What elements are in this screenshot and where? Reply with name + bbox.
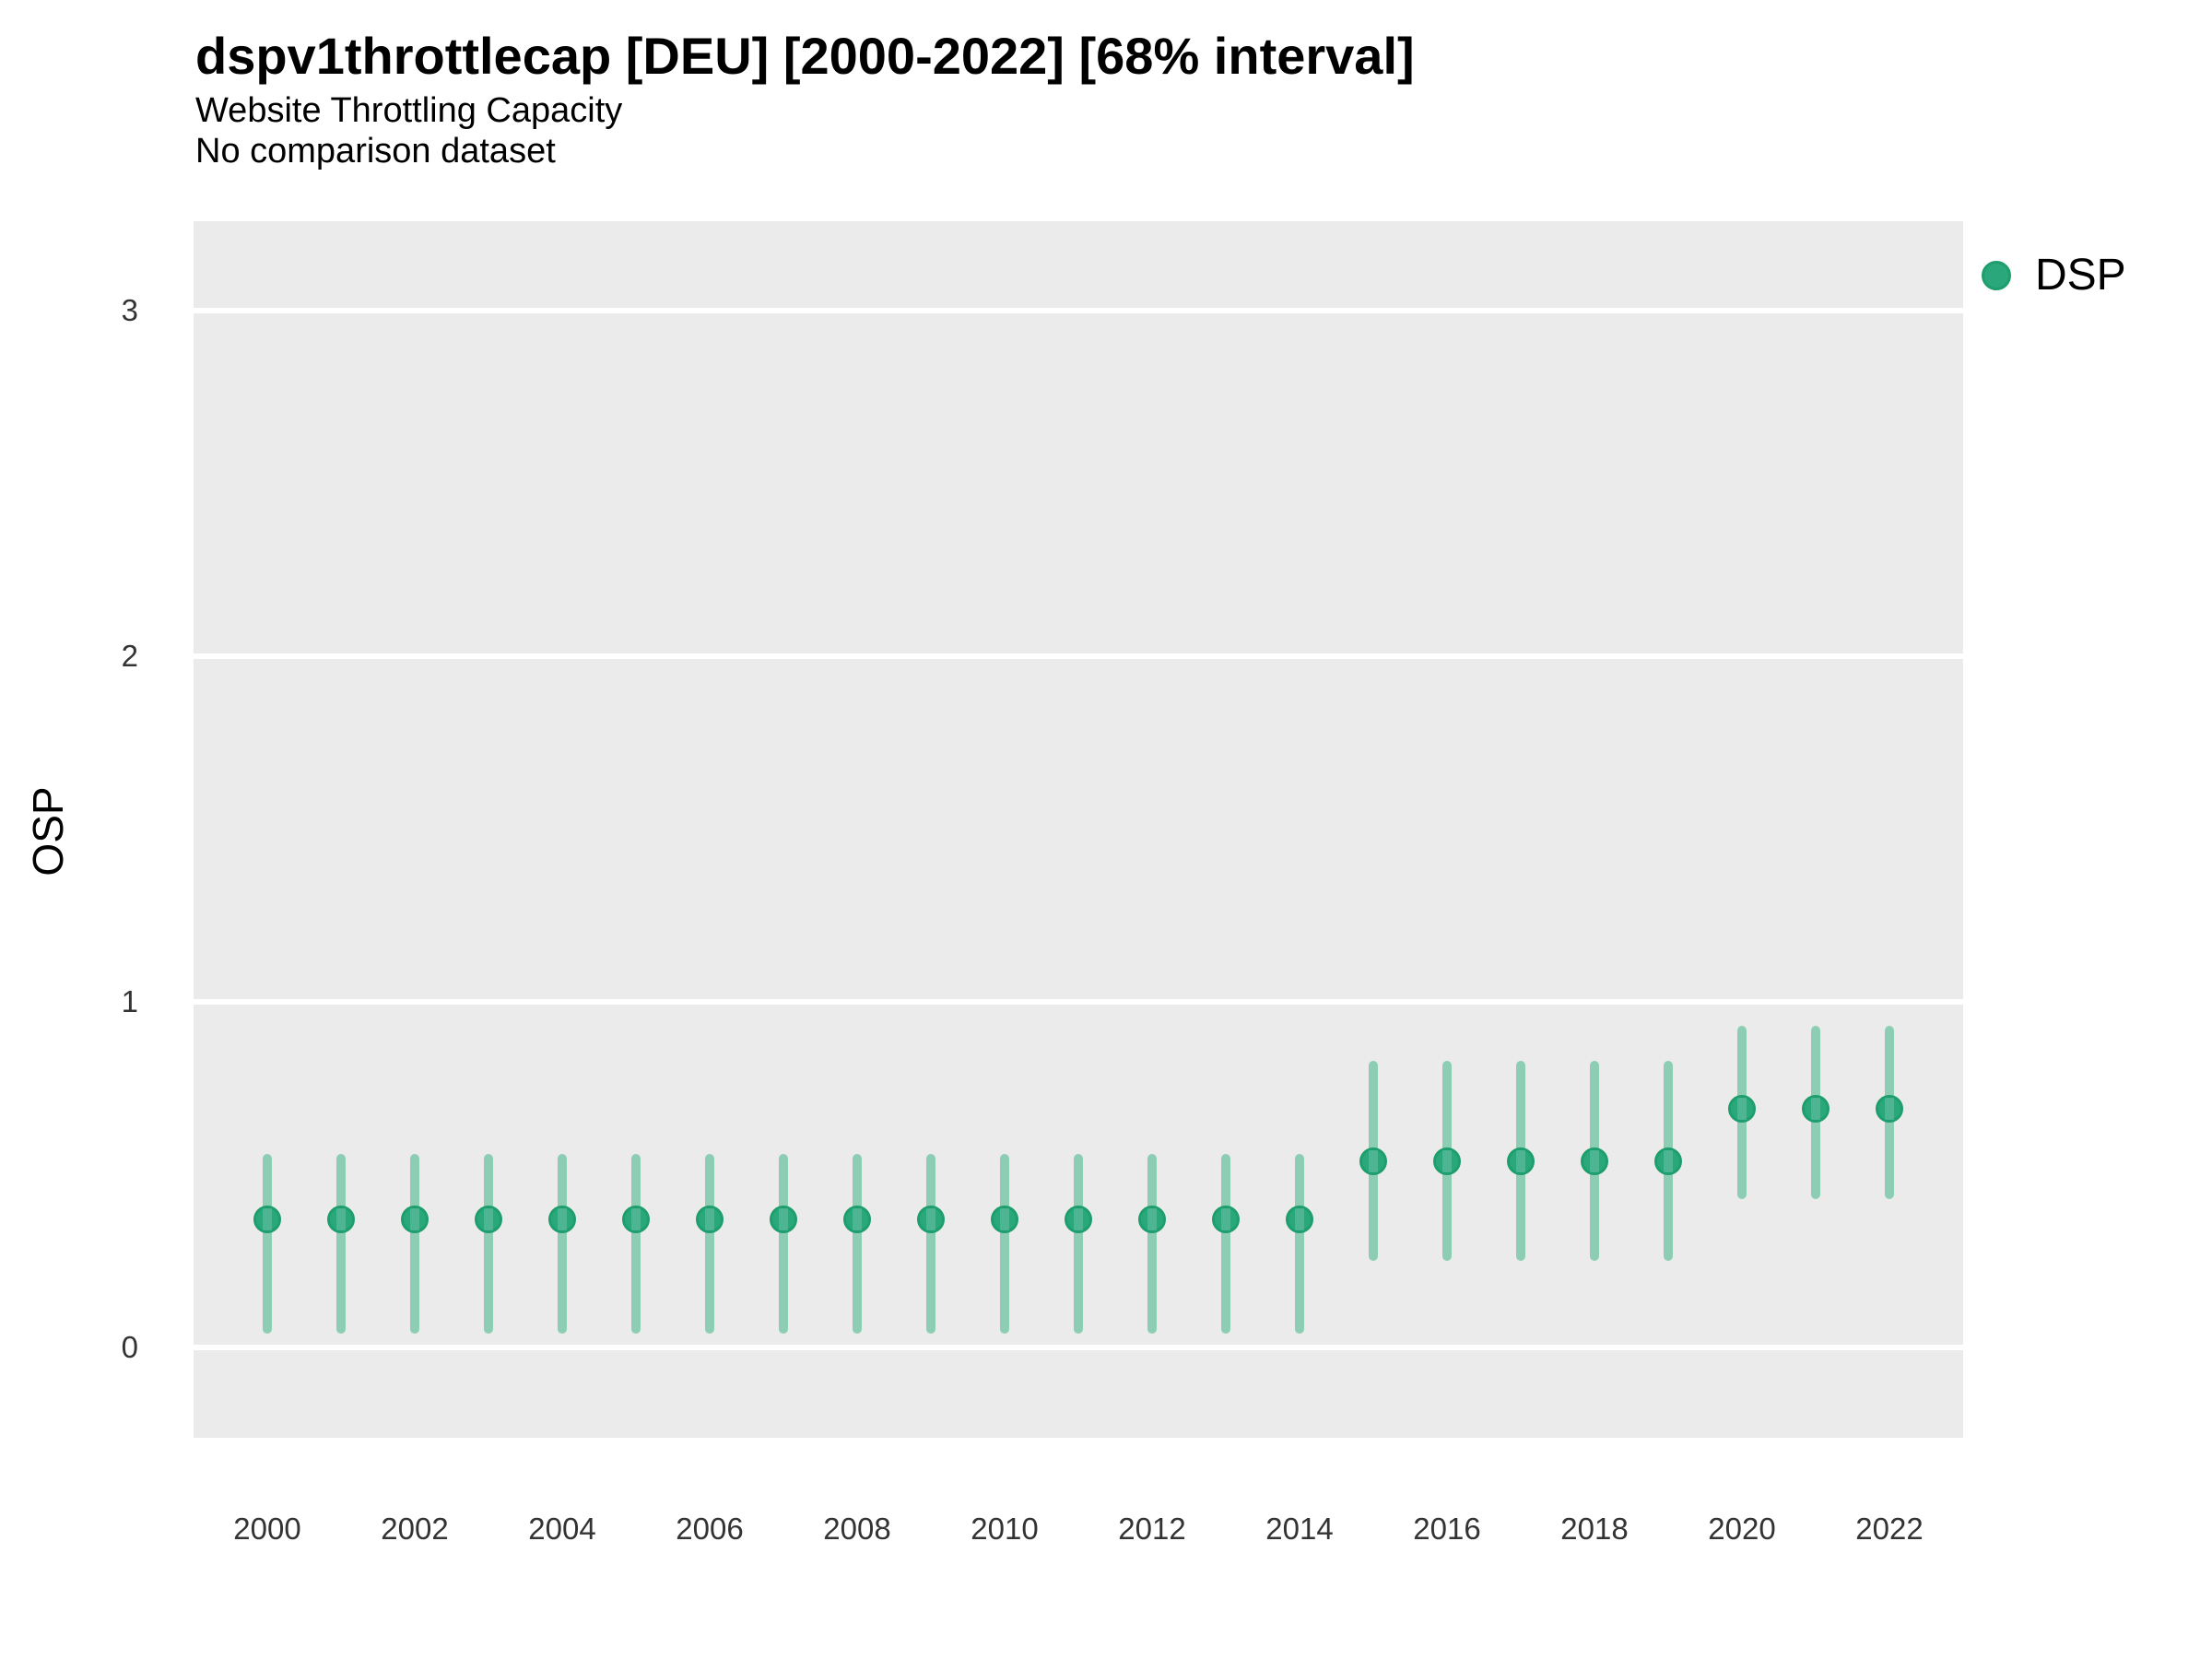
legend-series-label: DSP [2035, 251, 2126, 300]
comparison-note: No comparison dataset [195, 132, 556, 171]
data-point-highlight [336, 1208, 346, 1231]
x-tick-label-2000: 2000 [233, 1512, 301, 1546]
gridline-y-3 [194, 308, 1963, 313]
plot-panel [194, 221, 1963, 1438]
data-point-2022 [1876, 1095, 1903, 1124]
data-point-2006 [696, 1206, 724, 1234]
y-tick-label-0: 0 [121, 1330, 138, 1364]
interval-bar-2002 [410, 1154, 419, 1334]
interval-bar-2003 [484, 1154, 493, 1334]
x-tick-label-2012: 2012 [1118, 1512, 1186, 1546]
data-point-2016 [1433, 1147, 1461, 1175]
x-tick-label-2016: 2016 [1413, 1512, 1481, 1546]
interval-bar-2006 [705, 1154, 714, 1334]
data-point-2021 [1802, 1095, 1830, 1124]
data-point-2015 [1359, 1147, 1387, 1175]
data-point-highlight [263, 1208, 272, 1231]
data-point-highlight [1074, 1208, 1083, 1231]
interval-bar-2012 [1147, 1154, 1157, 1334]
data-point-highlight [1590, 1149, 1599, 1172]
data-point-highlight [1147, 1208, 1157, 1231]
chart-subtitle: Website Throttling Capacity [195, 91, 623, 130]
data-point-2012 [1138, 1206, 1166, 1234]
data-point-highlight [410, 1208, 419, 1231]
x-tick-label-2014: 2014 [1265, 1512, 1334, 1546]
data-point-highlight [926, 1208, 935, 1231]
x-tick-label-2010: 2010 [971, 1512, 1039, 1546]
data-point-highlight [1664, 1149, 1673, 1172]
data-point-2004 [548, 1206, 576, 1234]
data-point-2001 [327, 1206, 355, 1234]
data-point-highlight [853, 1208, 862, 1231]
data-point-highlight [484, 1208, 493, 1231]
x-tick-label-2002: 2002 [381, 1512, 449, 1546]
data-point-highlight [1442, 1149, 1452, 1172]
data-point-highlight [1737, 1098, 1747, 1121]
interval-bar-2009 [926, 1154, 935, 1334]
gridline-y-2 [194, 653, 1963, 659]
x-tick-label-2020: 2020 [1708, 1512, 1776, 1546]
data-point-highlight [705, 1208, 714, 1231]
x-tick-label-2018: 2018 [1560, 1512, 1629, 1546]
data-point-highlight [1885, 1098, 1894, 1121]
interval-bar-2004 [558, 1154, 567, 1334]
interval-bar-2001 [336, 1154, 346, 1334]
x-tick-label-2008: 2008 [823, 1512, 891, 1546]
x-tick-label-2004: 2004 [528, 1512, 596, 1546]
data-point-highlight [1000, 1208, 1009, 1231]
interval-bar-2014 [1295, 1154, 1304, 1334]
data-point-2007 [770, 1206, 797, 1234]
data-point-2011 [1065, 1206, 1092, 1234]
data-point-2003 [475, 1206, 502, 1234]
data-point-highlight [1811, 1098, 1820, 1121]
interval-bar-2010 [1000, 1154, 1009, 1334]
y-tick-label-3: 3 [121, 293, 138, 327]
data-point-2000 [253, 1206, 281, 1234]
y-tick-label-2: 2 [121, 639, 138, 673]
data-point-2013 [1212, 1206, 1240, 1234]
data-point-highlight [631, 1208, 641, 1231]
data-point-highlight [779, 1208, 788, 1231]
interval-bar-2007 [779, 1154, 788, 1334]
interval-bar-2000 [263, 1154, 272, 1334]
data-point-highlight [1295, 1208, 1304, 1231]
data-point-2017 [1507, 1147, 1535, 1175]
gridline-y-1 [194, 999, 1963, 1005]
data-point-2010 [991, 1206, 1018, 1234]
y-axis-title: OSP [24, 786, 72, 877]
chart-title: dspv1throttlecap [DEU] [2000-2022] [68% … [195, 27, 1415, 85]
x-tick-label-2006: 2006 [676, 1512, 744, 1546]
interval-bar-2008 [853, 1154, 862, 1334]
legend-marker-icon [1982, 261, 2011, 290]
data-point-highlight [558, 1208, 567, 1231]
data-point-2019 [1654, 1147, 1682, 1175]
legend: DSP [1982, 246, 2126, 305]
data-point-2005 [622, 1206, 650, 1234]
y-tick-label-1: 1 [121, 984, 138, 1018]
data-point-2009 [917, 1206, 945, 1234]
data-point-2020 [1728, 1095, 1756, 1124]
data-point-2008 [843, 1206, 871, 1234]
data-point-2014 [1286, 1206, 1313, 1234]
x-tick-label-2022: 2022 [1855, 1512, 1924, 1546]
interval-bar-2005 [631, 1154, 641, 1334]
interval-bar-2011 [1074, 1154, 1083, 1334]
data-point-2018 [1581, 1147, 1608, 1175]
interval-bar-2013 [1221, 1154, 1230, 1334]
gridline-y-0 [194, 1345, 1963, 1350]
data-point-highlight [1369, 1149, 1378, 1172]
data-point-highlight [1221, 1208, 1230, 1231]
data-point-2002 [401, 1206, 429, 1234]
data-point-highlight [1516, 1149, 1525, 1172]
